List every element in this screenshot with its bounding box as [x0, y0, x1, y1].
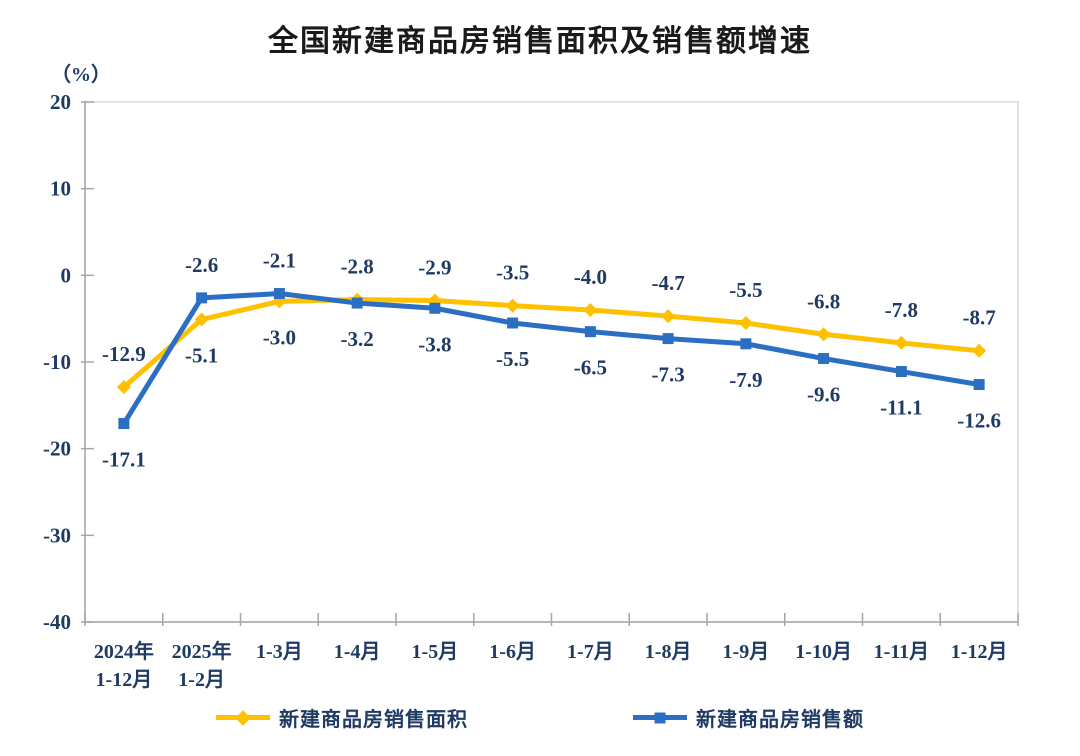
x-axis-category-label: 1-6月	[489, 641, 536, 663]
sales-area-data-label: -5.1	[185, 344, 218, 368]
y-axis-tick-label: 0	[61, 263, 72, 287]
legend-sales-area-diamond-icon	[235, 709, 251, 726]
y-axis-tick-label: 20	[50, 90, 71, 114]
sales-amount-marker	[507, 317, 519, 329]
x-axis-category-label: 1-12月	[96, 669, 153, 691]
sales-area-data-label: -3.0	[263, 325, 296, 349]
sales-amount-data-label: -2.6	[185, 253, 218, 277]
sales-amount-marker	[584, 326, 596, 338]
sales-amount-marker	[818, 353, 830, 365]
chart-legend: 新建商品房销售面积 新建商品房销售额	[0, 703, 1080, 732]
plot-area-border	[84, 101, 1019, 623]
sales-amount-marker	[118, 418, 130, 430]
sales-amount-marker	[273, 288, 285, 300]
x-axis-category-label: 1-9月	[723, 641, 770, 663]
line-chart-canvas: 20 10 0 -10 -20 -30 -40 2024年 1-12月 2025年 1-2月 1-3月…	[43, 90, 1019, 691]
sales-amount-data-label: -3.8	[418, 332, 451, 356]
sales-area-data-label: -2.9	[418, 255, 451, 279]
x-axis-category-label: 1-10月	[795, 641, 852, 663]
sales-area-data-label: -3.5	[496, 261, 529, 285]
x-axis-category-label: 1-8月	[645, 641, 692, 663]
sales-amount-data-label: -3.2	[341, 327, 374, 351]
legend-item-sales-amount: 新建商品房销售额	[633, 703, 864, 732]
sales-area-data-label: -7.8	[885, 298, 918, 322]
sales-area-marker	[116, 380, 131, 395]
x-axis-category-label: 1-4月	[334, 641, 381, 663]
x-axis-category-label: 1-12月	[951, 641, 1008, 663]
sales-area-data-label: -5.5	[729, 278, 762, 302]
x-axis-category-label: 1-11月	[874, 641, 930, 663]
sales-area-marker	[583, 303, 598, 317]
sales-amount-data-label: -6.5	[574, 356, 607, 380]
sales-amount-line	[121, 291, 982, 427]
sales-area-data-label: -4.7	[652, 271, 685, 295]
sales-amount-data-label: -12.6	[957, 409, 1001, 433]
sales-amount-marker	[973, 379, 985, 391]
legend-sales-area-line-sample	[216, 709, 270, 726]
sales-amount-marker	[196, 292, 208, 304]
sales-amount-data-label: -5.5	[496, 347, 529, 371]
sales-area-marker	[194, 312, 209, 327]
sales-area-data-label: -8.7	[963, 306, 996, 330]
chart-title: 全国新建商品房销售面积及销售额增速	[268, 25, 812, 58]
sales-amount-marker	[351, 297, 363, 309]
sales-area-marker	[738, 316, 753, 330]
sales-area-marker	[972, 343, 987, 358]
legend-sales-amount-square-icon	[654, 712, 666, 723]
x-axis-category-label: 1-3月	[256, 641, 303, 663]
sales-amount-data-label: -9.6	[807, 383, 840, 407]
sales-amount-marker	[740, 338, 752, 350]
y-axis-unit-label: （%）	[51, 64, 111, 86]
legend-item-sales-area: 新建商品房销售面积	[216, 703, 468, 732]
sales-amount-marker	[895, 366, 907, 378]
sales-amount-data-label: -11.1	[880, 396, 923, 420]
y-axis-tick-label: 10	[50, 177, 71, 201]
sales-area-marker	[894, 335, 909, 350]
y-axis-tick-label: -40	[43, 610, 71, 634]
x-axis-category-label: 2025年	[172, 639, 232, 663]
sales-amount-data-label: -2.1	[263, 249, 296, 273]
y-axis-tick-label: -10	[43, 350, 71, 374]
x-axis-category-label: 1-7月	[567, 641, 614, 663]
sales-amount-data-label: -17.1	[102, 448, 146, 472]
x-axis-category-label: 1-5月	[412, 641, 459, 663]
x-axis-category-label: 1-2月	[178, 669, 225, 691]
legend-sales-amount-label: 新建商品房销售额	[696, 709, 864, 731]
sales-area-marker	[816, 327, 831, 342]
sales-area-marker	[661, 309, 676, 324]
sales-area-data-label: -12.9	[102, 342, 146, 366]
y-axis-tick-label: -20	[43, 437, 71, 461]
sales-amount-data-label: -7.9	[729, 368, 762, 392]
legend-sales-area-label: 新建商品房销售面积	[279, 709, 468, 731]
sales-amount-marker	[429, 302, 441, 314]
sales-area-data-label: -6.8	[807, 289, 840, 313]
x-axis-category-label: 2024年	[94, 639, 154, 663]
sales-amount-marker	[662, 333, 674, 345]
sales-area-data-label: -4.0	[574, 265, 607, 289]
sales-area-line	[121, 297, 982, 390]
sales-area-data-label: -2.8	[341, 255, 374, 279]
sales-area-marker	[505, 298, 520, 313]
y-axis-tick-label: -30	[43, 523, 71, 547]
legend-sales-amount-line-sample	[633, 712, 687, 723]
sales-amount-data-label: -7.3	[652, 363, 685, 387]
